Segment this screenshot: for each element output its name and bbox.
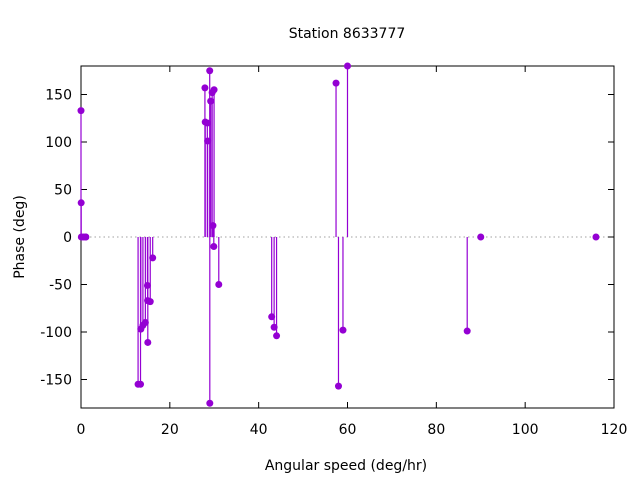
data-point — [210, 243, 218, 250]
data-point — [77, 199, 85, 207]
y-tick-label: 150 — [45, 88, 72, 104]
data-point — [137, 380, 145, 388]
data-point — [207, 97, 215, 105]
data-point — [144, 338, 152, 346]
data-point — [334, 382, 342, 390]
data-point — [77, 107, 85, 115]
data-point — [210, 86, 218, 94]
data-point — [146, 298, 154, 306]
x-axis-label: Angular speed (deg/hr) — [265, 458, 427, 474]
x-tick-label: 40 — [250, 422, 268, 438]
data-point — [206, 399, 214, 407]
data-point — [82, 233, 90, 241]
data-point — [477, 233, 485, 241]
data-point — [201, 84, 209, 92]
data-point — [339, 326, 347, 334]
x-tick-label: 60 — [339, 422, 357, 438]
data-point — [344, 62, 351, 70]
data-point — [206, 67, 214, 75]
y-tick-label: 100 — [45, 135, 72, 151]
data-point — [141, 319, 149, 326]
data-point — [203, 119, 211, 127]
x-tick-label: 20 — [161, 422, 179, 438]
y-axis-label: Phase (deg) — [12, 195, 28, 279]
y-tick-label: -50 — [49, 278, 72, 294]
data-point — [268, 313, 276, 321]
data-point — [332, 79, 340, 87]
y-tick-label: -150 — [40, 373, 72, 389]
data-point — [215, 281, 223, 288]
x-tick-label: 120 — [601, 422, 628, 438]
y-tick-label: -100 — [40, 325, 72, 341]
y-tick-label: 0 — [63, 230, 72, 246]
x-tick-label: 80 — [427, 422, 445, 438]
x-tick-label: 0 — [77, 422, 86, 438]
data-point — [270, 323, 278, 331]
data-point — [592, 233, 600, 241]
y-tick-label: 50 — [54, 183, 72, 199]
x-tick-label: 100 — [512, 422, 539, 438]
data-point — [273, 332, 281, 340]
data-point — [463, 327, 471, 335]
data-point — [149, 254, 157, 262]
chart-title: Station 8633777 — [289, 26, 406, 42]
data-point — [209, 222, 217, 230]
